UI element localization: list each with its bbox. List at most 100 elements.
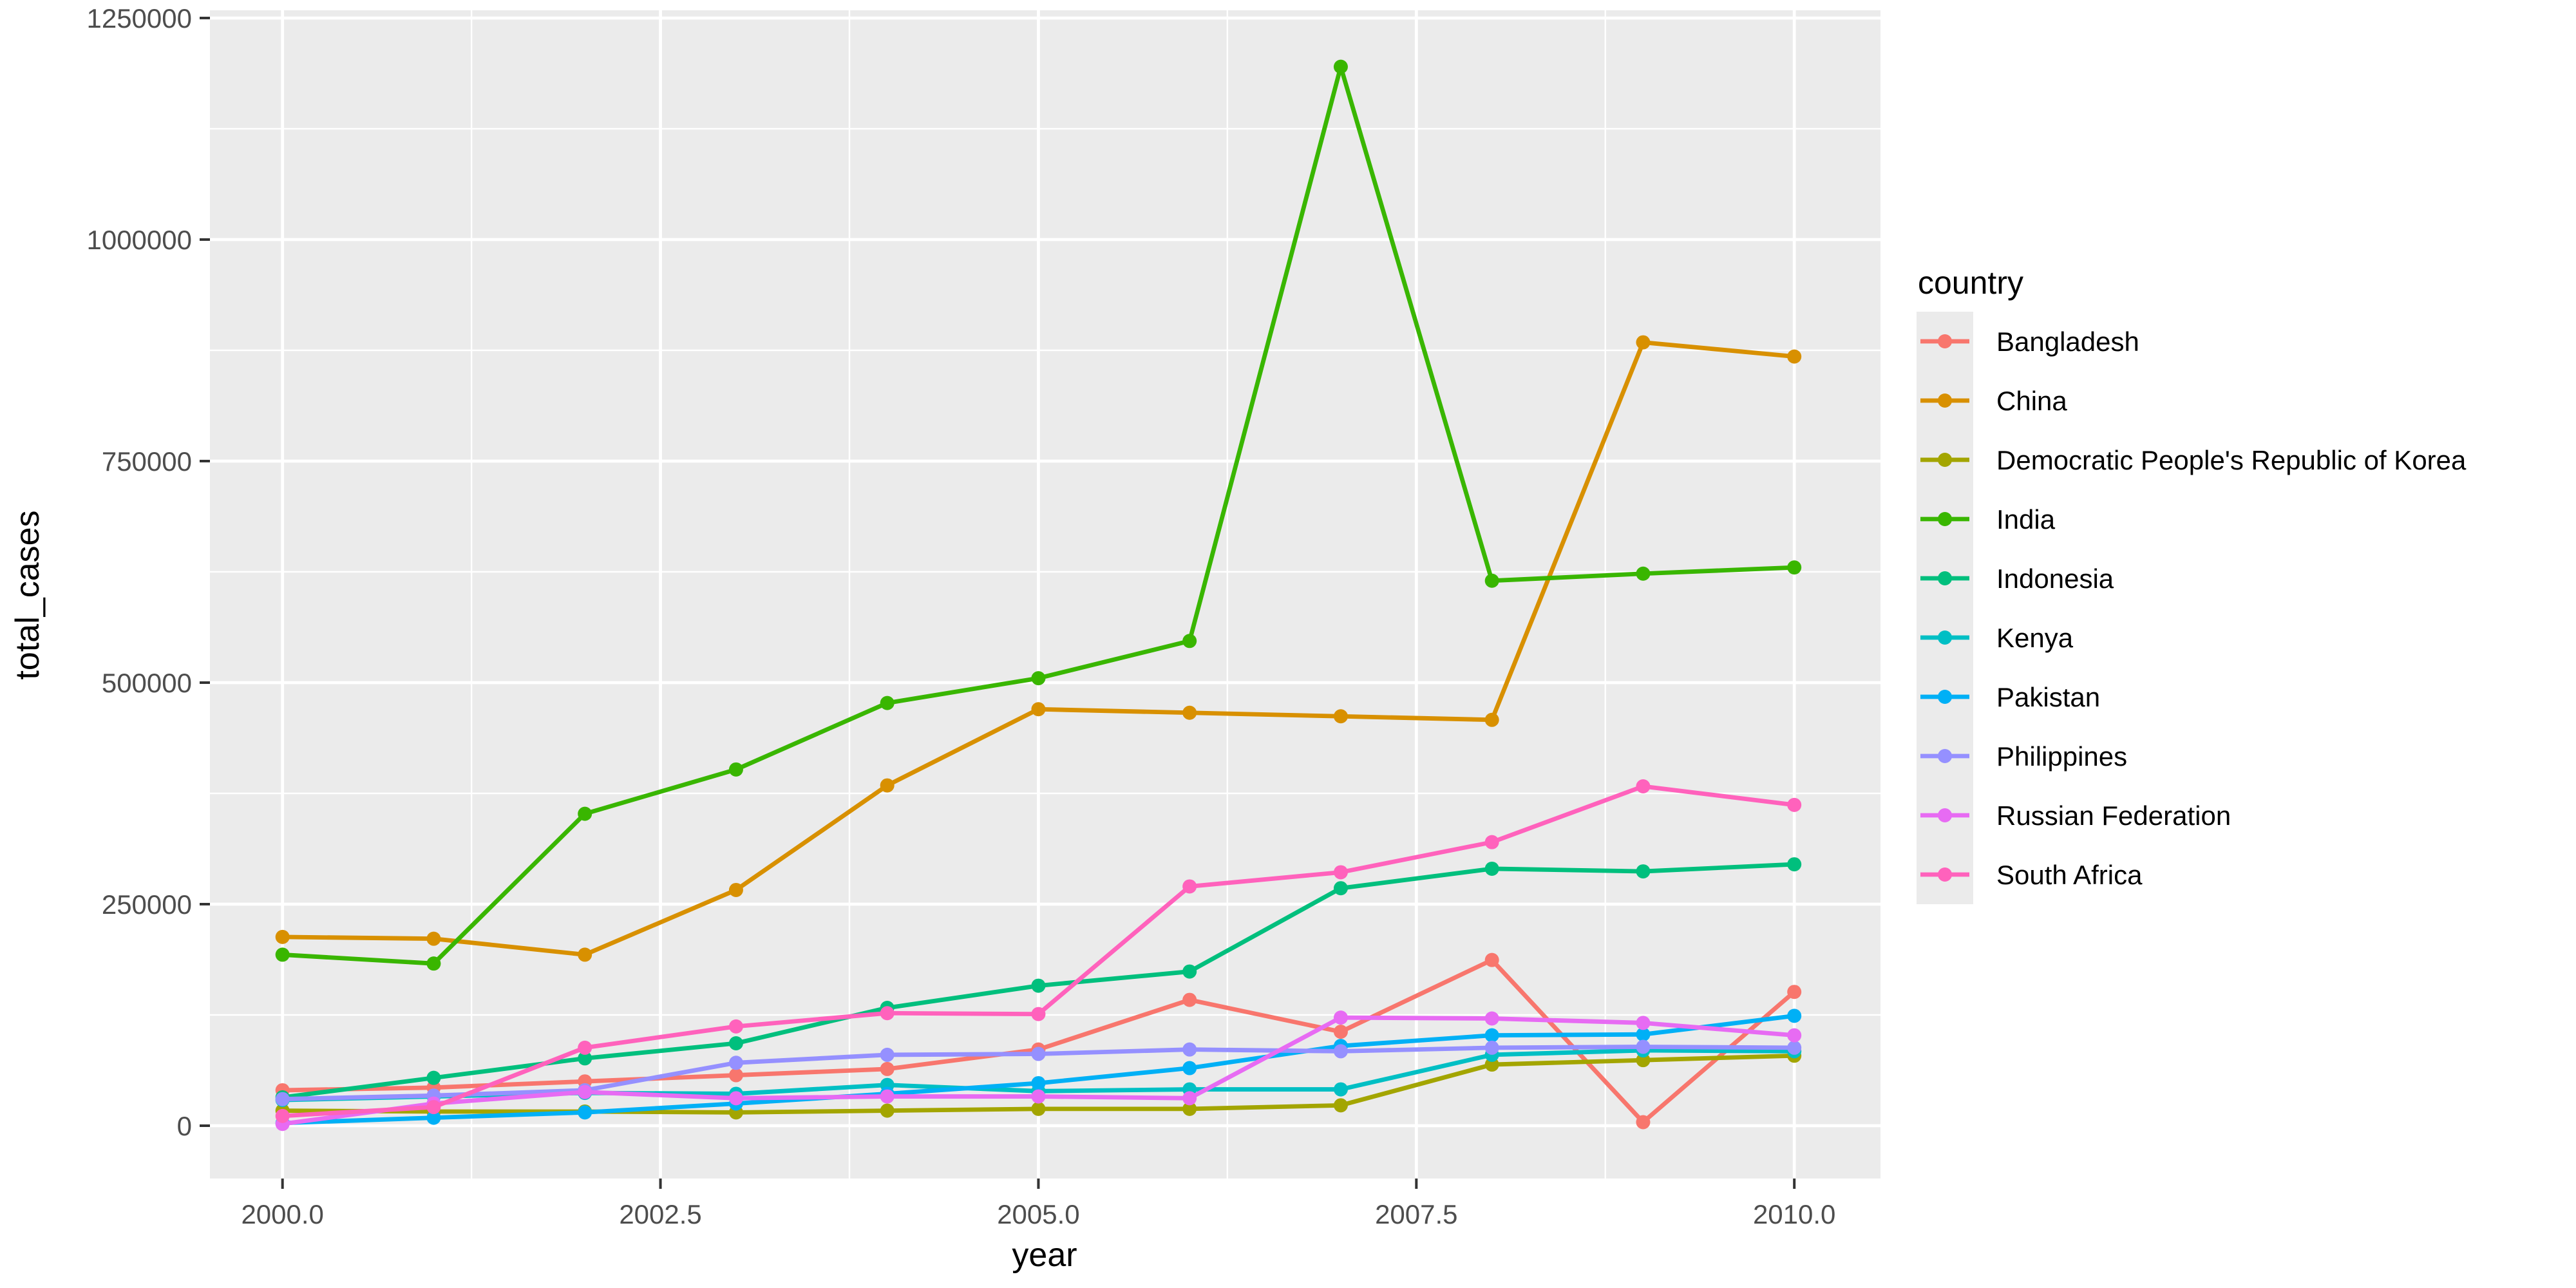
legend-key-point [1938,808,1952,822]
data-point [1787,797,1802,812]
legend-item-indonesia: Indonesia [1917,549,2114,608]
legend: country Bangladesh China Democratic People… [1917,265,2467,904]
x-tick-label: 2002.5 [619,1199,701,1229]
legend-label: Kenya [1996,623,2074,653]
legend-key-point [1938,690,1952,704]
x-axis-title: year [1012,1236,1077,1274]
data-point [1484,573,1499,588]
data-point [1787,560,1802,575]
legend-label: China [1996,386,2067,416]
data-point [1636,1016,1651,1030]
data-point [728,1019,743,1034]
legend-key-point [1938,453,1952,467]
y-axis-title: total_cases [9,510,46,679]
data-point [880,1103,895,1118]
data-point [1484,1040,1499,1055]
data-point [1333,59,1348,74]
axes: 0 250000 500000 750000 1000000 1250000 2000.0 2… [86,3,1835,1229]
y-tick-label: 1250000 [86,3,192,33]
legend-key-point [1938,512,1952,526]
series-india [275,59,1802,971]
data-point [1333,865,1348,880]
data-point [1182,705,1197,720]
data-point [1031,1101,1046,1116]
data-point [1182,879,1197,894]
legend-key-point [1938,867,1952,882]
data-point [1484,1011,1499,1026]
data-point [1333,881,1348,896]
x-tick-label: 2000.0 [241,1199,323,1229]
data-point [1787,857,1802,872]
data-point [728,1068,743,1083]
legend-item-india: India [1917,489,2056,549]
data-point [1636,1115,1651,1130]
data-point [1484,712,1499,727]
data-point [1333,1025,1348,1039]
legend-label: Bangladesh [1996,327,2139,357]
data-point [578,1051,592,1066]
plot-area [210,10,1880,1179]
data-point [1484,861,1499,876]
legend-item-kenya: Kenya [1917,608,2074,667]
legend-key-point [1938,334,1952,348]
data-point [1636,779,1651,793]
data-point [275,947,290,962]
data-point [1031,1075,1046,1090]
data-point [1636,1027,1651,1042]
data-point [578,1084,592,1099]
data-point [1484,835,1499,849]
data-point [1182,1042,1197,1057]
data-point [275,929,290,944]
data-point [1182,992,1197,1007]
data-point [1333,1098,1348,1113]
legend-key-point [1938,749,1952,763]
legend-key-point [1938,393,1952,408]
x-tick-label: 2005.0 [997,1199,1079,1229]
x-tick-label: 2007.5 [1375,1199,1457,1229]
series-south-africa [275,779,1802,1123]
legend-label: Pakistan [1996,682,2100,712]
legend-label: Philippines [1996,741,2127,772]
x-tick-label: 2010.0 [1753,1199,1835,1229]
y-tick-label: 0 [177,1111,192,1141]
series-philippines [275,1039,1802,1106]
data-point [1484,1028,1499,1043]
data-point [1182,964,1197,979]
data-point [880,1047,895,1062]
data-point [1333,1082,1348,1097]
data-point [1636,1039,1651,1054]
data-point [1484,1057,1499,1072]
data-point [426,956,441,971]
data-point [1333,1010,1348,1025]
data-point [1031,1046,1046,1061]
legend-item-philippines: Philippines [1917,726,2127,786]
data-point [1031,978,1046,993]
data-point [578,806,592,821]
data-point [880,1006,895,1021]
legend-item-bangladesh: Bangladesh [1917,312,2139,371]
y-tick-label: 500000 [102,668,192,698]
legend-label: Russian Federation [1996,800,2231,831]
legend-key-point [1938,571,1952,585]
data-point [880,778,895,793]
data-point [1182,634,1197,649]
data-point [578,1040,592,1055]
data-point [578,947,592,962]
data-point [426,931,441,946]
plot-panel [210,10,1880,1179]
data-point [1333,709,1348,724]
data-point [728,882,743,897]
data-point [1636,566,1651,581]
data-point [1333,1044,1348,1059]
data-point [880,696,895,710]
data-point [880,1089,895,1104]
legend-label: India [1996,504,2056,535]
data-point [1182,1091,1197,1106]
data-point [1787,1040,1802,1055]
data-point [275,1108,290,1123]
data-point [275,1092,290,1106]
data-point [1787,1028,1802,1043]
y-tick-label: 750000 [102,446,192,477]
